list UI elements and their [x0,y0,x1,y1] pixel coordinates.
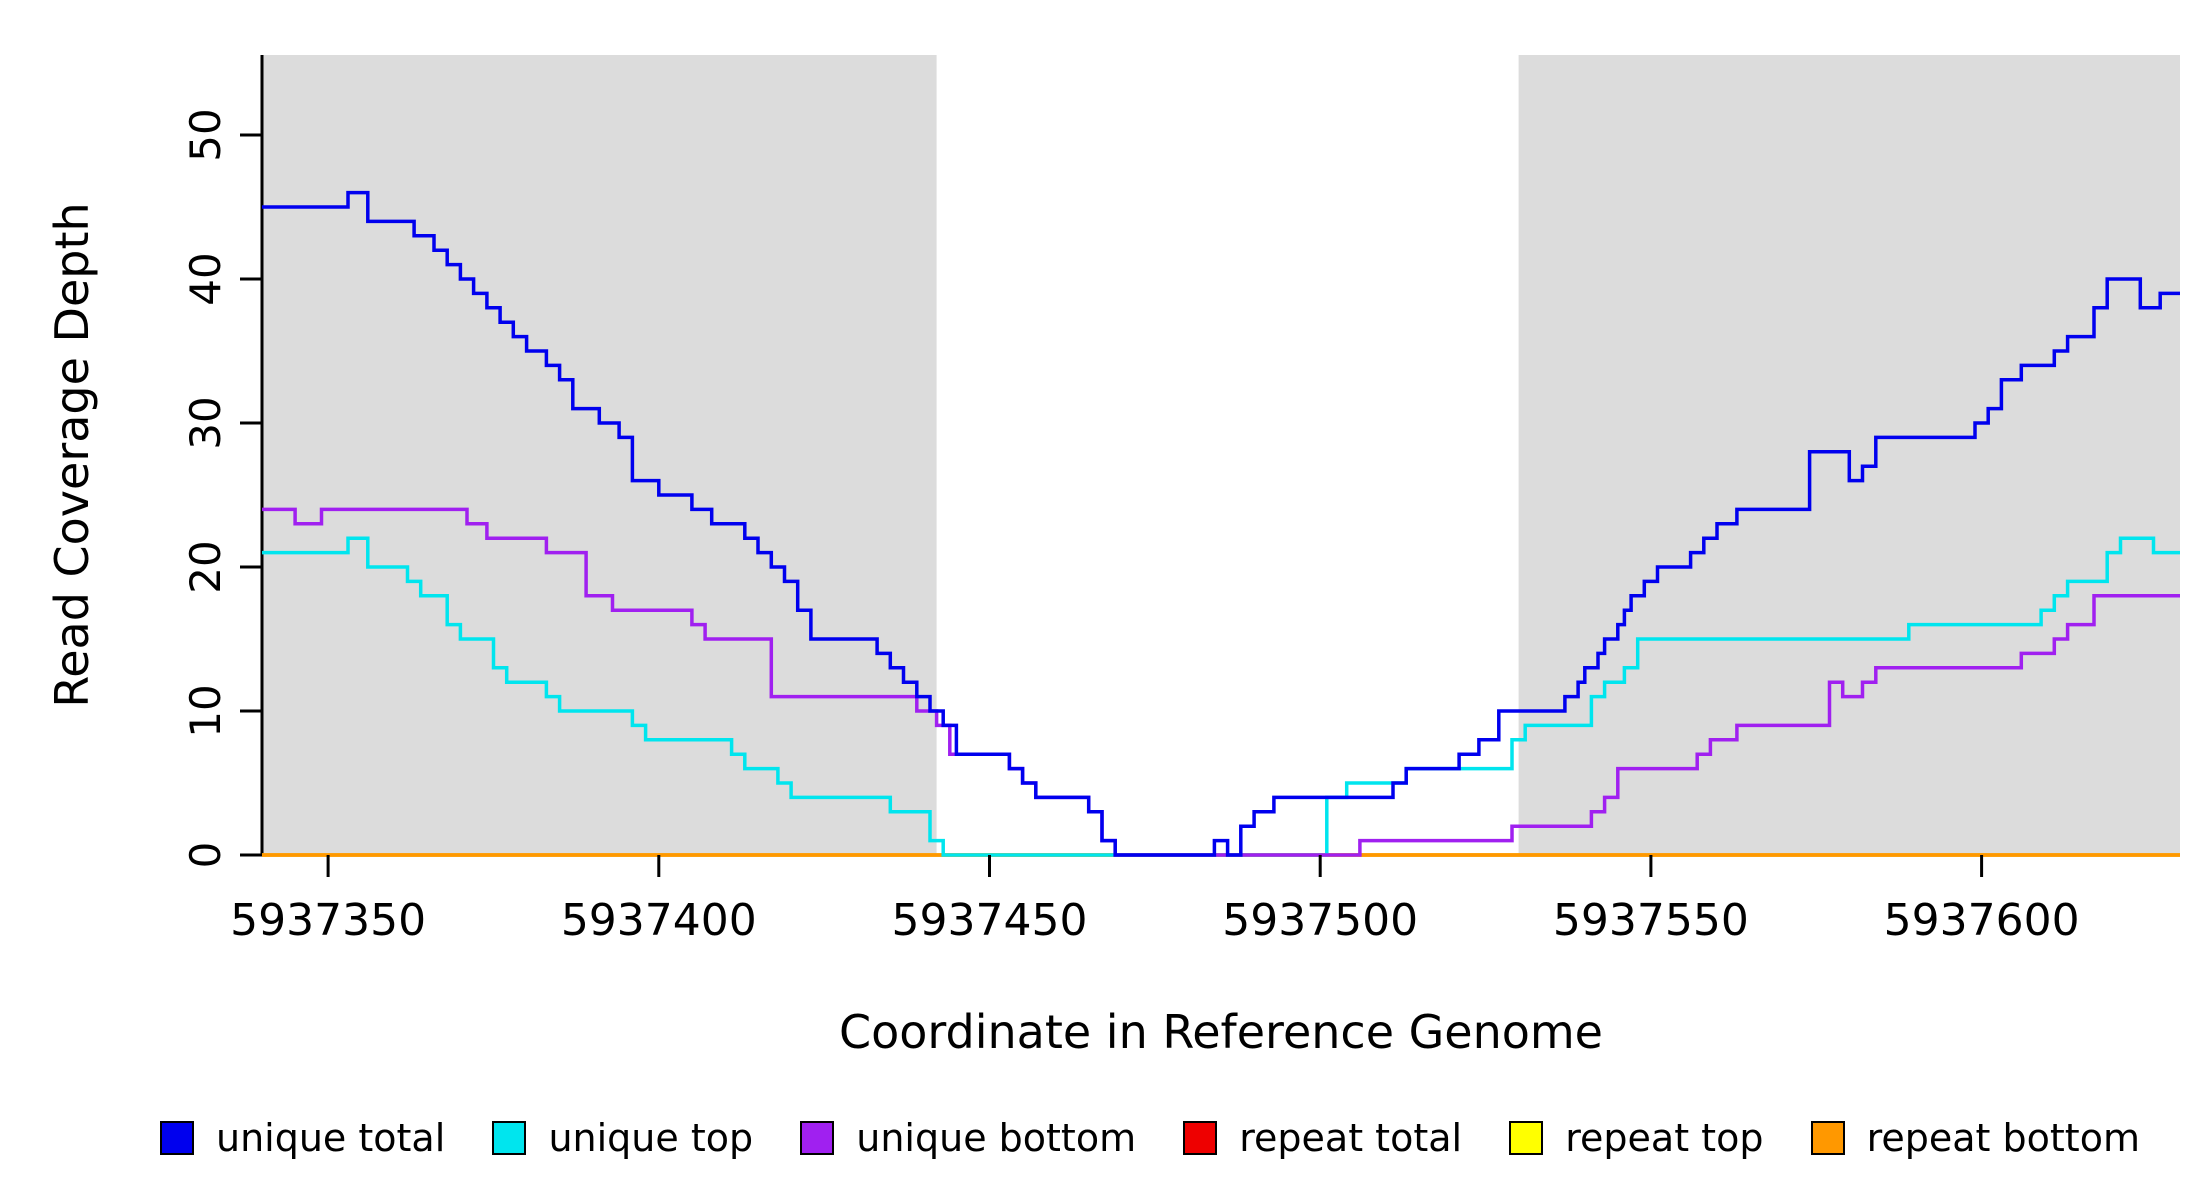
legend-label-repeat-top: repeat top [1565,1116,1764,1160]
legend-item-unique-bottom: unique bottom [800,1116,1136,1160]
chart-legend: unique total unique top unique bottom re… [160,1106,2140,1170]
svg-text:5937550: 5937550 [1553,895,1749,946]
svg-text:20: 20 [181,540,230,593]
svg-text:50: 50 [181,108,230,161]
svg-text:5937600: 5937600 [1884,895,2080,946]
legend-item-repeat-total: repeat total [1183,1116,1462,1160]
legend-item-repeat-bottom: repeat bottom [1810,1116,2140,1160]
legend-label-repeat-total: repeat total [1239,1116,1463,1160]
svg-text:5937350: 5937350 [230,895,426,946]
svg-text:5937500: 5937500 [1222,895,1418,946]
legend-label-unique-bottom: unique bottom [856,1116,1137,1160]
svg-text:5937400: 5937400 [561,895,757,946]
svg-text:40: 40 [181,252,230,305]
y-axis-title: Read Coverage Depth [45,202,99,707]
legend-swatch-unique-top [492,1121,527,1155]
legend-item-repeat-top: repeat top [1509,1116,1763,1160]
legend-label-unique-top: unique top [548,1116,754,1160]
legend-swatch-unique-bottom [800,1121,835,1155]
chart-svg: 0 10 20 30 40 50 5937350 5937400 5937450 5937500 5… [45,55,2180,1059]
legend-label-repeat-bottom: repeat bottom [1866,1116,2140,1160]
legend-swatch-repeat-total [1183,1121,1218,1155]
legend-swatch-unique-total [160,1121,194,1155]
x-axis-title: Coordinate in Reference Genome [839,1005,1603,1059]
svg-text:30: 30 [181,396,230,449]
legend-label-unique-total: unique total [216,1116,446,1160]
svg-text:10: 10 [181,684,230,737]
legend-item-unique-top: unique top [492,1116,753,1160]
svg-text:5937450: 5937450 [892,895,1088,946]
svg-text:0: 0 [181,842,230,869]
legend-swatch-repeat-bottom [1810,1121,1845,1155]
legend-item-unique-total: unique total [160,1116,445,1160]
legend-swatch-repeat-top [1509,1121,1544,1155]
